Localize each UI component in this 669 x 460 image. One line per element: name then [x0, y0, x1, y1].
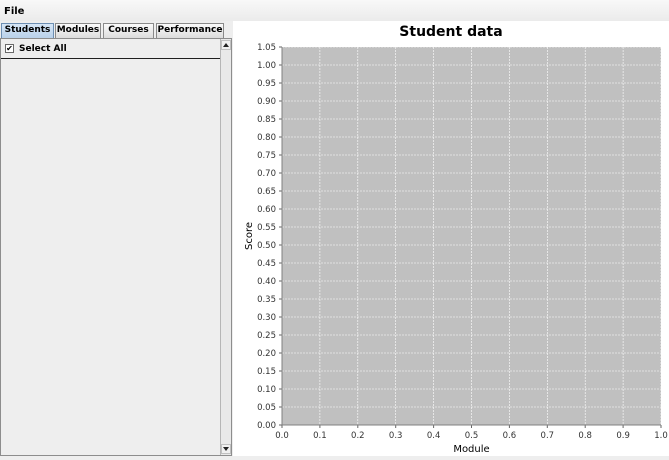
menu-bar: File [0, 0, 669, 21]
y-tick-label: 0.05 [257, 403, 276, 413]
check-icon[interactable]: ✔ [5, 44, 14, 53]
vertical-scrollbar[interactable] [220, 39, 231, 455]
y-tick-label: 0.35 [257, 295, 276, 305]
x-tick-label: 0.2 [351, 431, 365, 441]
student-data-chart: 0.00 0.05 0.10 0.15 0.20 0.25 0.30 0.35 0.40 0.45… [244, 43, 668, 455]
x-tick-label: 0.3 [389, 431, 403, 441]
y-tick-label: 1.00 [257, 61, 276, 71]
x-tick-label: 1.0 [654, 431, 668, 441]
y-tick-label: 0.85 [257, 115, 276, 125]
x-tick-label: 0.1 [313, 431, 327, 441]
select-all-label: Select All [19, 44, 67, 54]
menu-file[interactable]: File [4, 6, 25, 17]
y-tick-label: 0.70 [257, 169, 276, 179]
y-tick-label: 0.50 [257, 241, 276, 251]
y-tick-label: 0.95 [257, 79, 276, 89]
x-tick-label: 0.6 [503, 431, 517, 441]
x-tick-label: 0.4 [427, 431, 441, 441]
y-tick-label: 0.45 [257, 259, 276, 269]
chart-panel: Student data 0.00 0.05 0.10 0.15 0.20 0.25 0.3… [233, 21, 669, 456]
y-tick-label: 1.05 [257, 43, 276, 53]
scroll-up-button[interactable] [221, 40, 231, 50]
x-tick-label: 0.7 [541, 431, 555, 441]
y-tick-label: 0.90 [257, 97, 276, 107]
list-divider [1, 58, 220, 59]
y-tick-label: 0.15 [257, 367, 276, 377]
x-tick-label: 0.8 [578, 431, 592, 441]
tab-courses[interactable]: Courses [103, 23, 154, 38]
x-tick-label: 0.5 [465, 431, 479, 441]
y-tick-label: 0.00 [257, 421, 276, 431]
y-tick-label: 0.10 [257, 385, 276, 395]
y-tick-label: 0.25 [257, 331, 276, 341]
tab-performance[interactable]: Performance [156, 23, 224, 38]
y-tick-label: 0.65 [257, 187, 276, 197]
x-tick-label: 0.9 [616, 431, 630, 441]
y-tick-label: 0.60 [257, 205, 276, 215]
tab-modules[interactable]: Modules [55, 23, 101, 38]
y-tick-label: 0.30 [257, 313, 276, 323]
arrow-up-icon [223, 43, 229, 47]
tab-strip: Students Modules Courses Performance [0, 23, 233, 39]
tab-students[interactable]: Students [1, 23, 54, 38]
arrow-down-icon [223, 447, 229, 451]
y-tick-label: 0.20 [257, 349, 276, 359]
x-tick-label: 0.0 [275, 431, 289, 441]
x-axis-label: Module [453, 444, 489, 455]
y-tick-label: 0.75 [257, 151, 276, 161]
students-panel: ✔ Select All [0, 38, 232, 456]
y-tick-label: 0.40 [257, 277, 276, 287]
chart-title: Student data [399, 24, 503, 40]
y-tick-label: 0.80 [257, 133, 276, 143]
y-axis-label: Score [244, 222, 255, 250]
y-tick-label: 0.55 [257, 223, 276, 233]
scroll-down-button[interactable] [221, 444, 231, 454]
